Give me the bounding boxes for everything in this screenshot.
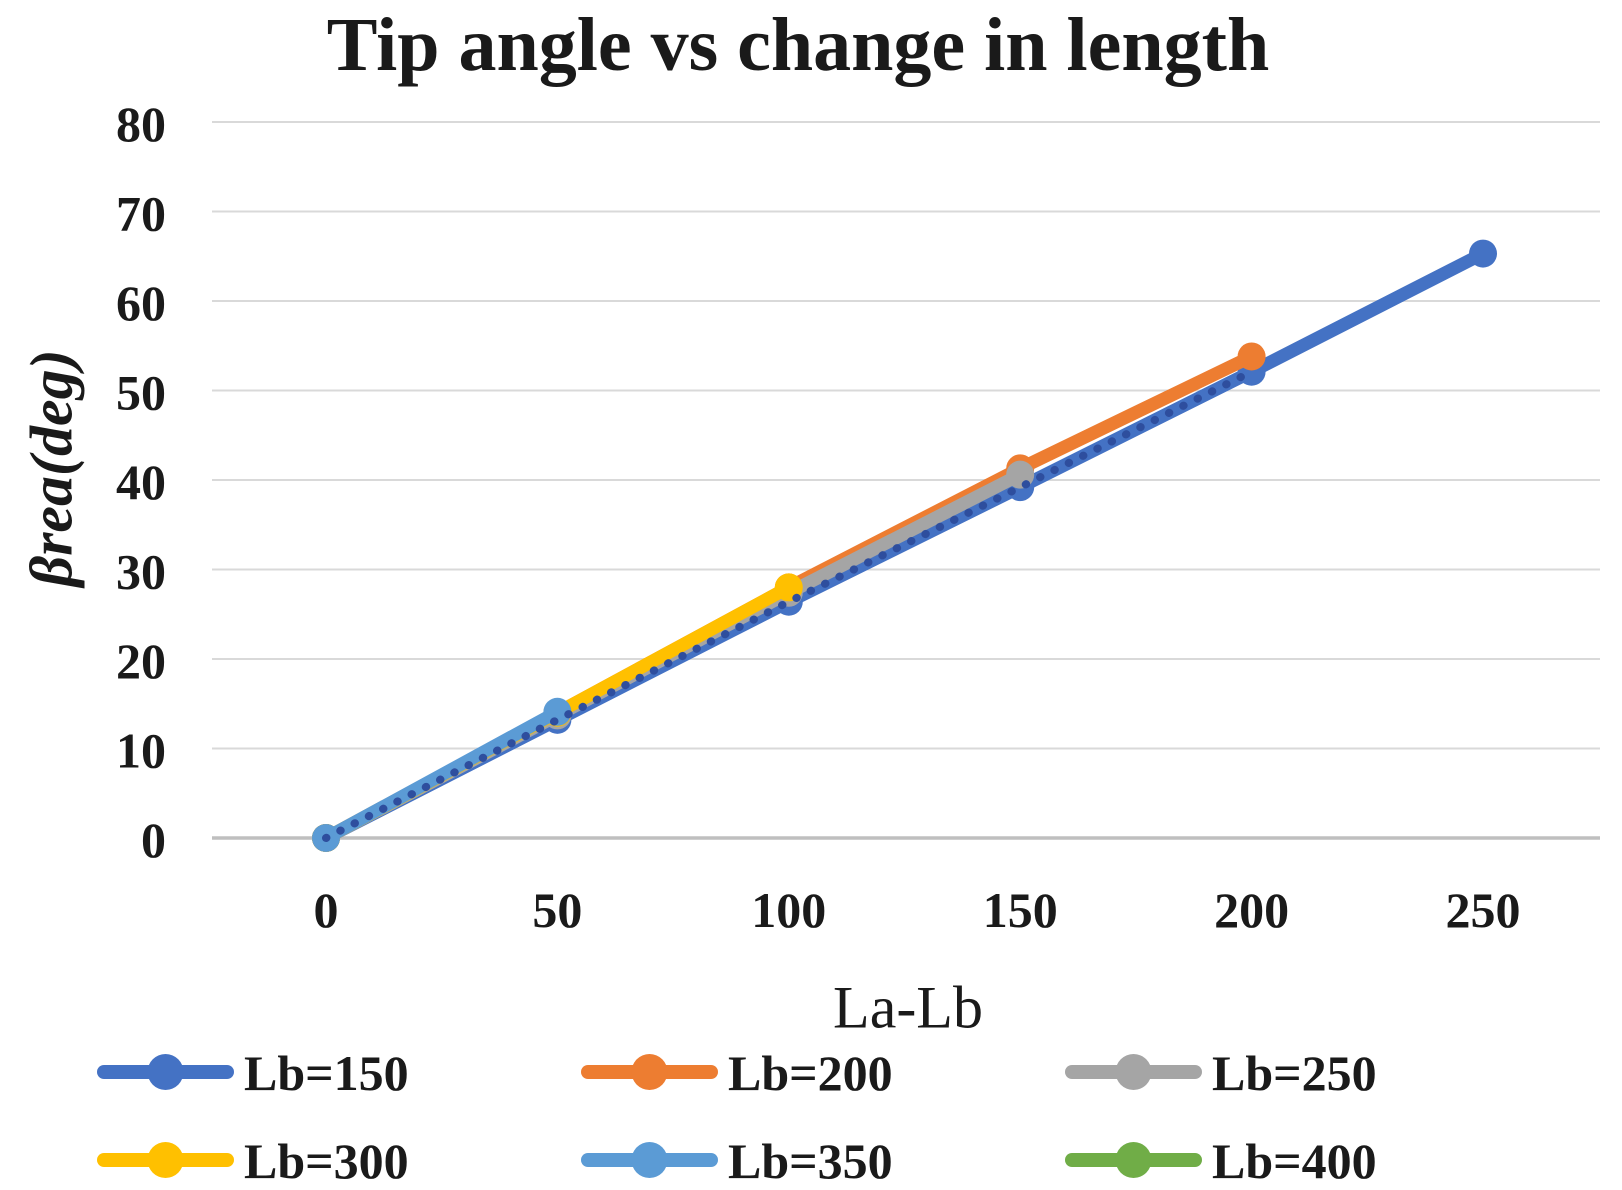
legend-label-lb-200: Lb=200	[728, 1045, 893, 1101]
legend-label-lb-150: Lb=150	[244, 1045, 409, 1101]
legend-marker-dot-lb-200	[631, 1054, 668, 1090]
data-point-lb-200	[1237, 342, 1266, 371]
x-tick-label: 0	[314, 882, 339, 938]
x-tick-label: 250	[1446, 882, 1521, 938]
x-tick-label: 50	[532, 882, 582, 938]
data-point-lb-350	[543, 697, 572, 726]
y-tick-label: 40	[116, 454, 166, 510]
chart-title: Tip angle vs change in length	[326, 3, 1270, 87]
y-tick-label: 30	[116, 544, 166, 600]
legend-marker-dot-lb-150	[147, 1054, 184, 1090]
series-line-overlay-dotted	[322, 367, 1256, 842]
x-tick-label: 200	[1214, 882, 1289, 938]
legend-marker-dot-lb-400	[1115, 1142, 1152, 1178]
series-line-lb-350	[319, 705, 564, 845]
legend-label-lb-350: Lb=350	[728, 1133, 893, 1189]
y-axis-title: βrea(deg)	[18, 349, 85, 587]
data-point-lb-150	[1469, 239, 1497, 268]
x-axis-title: La-Lb	[833, 974, 983, 1041]
y-tick-label: 70	[116, 186, 166, 242]
y-tick-label: 50	[116, 365, 166, 421]
x-tick-label: 100	[751, 882, 826, 938]
y-tick-label: 80	[116, 96, 166, 152]
legend-marker-dot-lb-350	[631, 1142, 668, 1178]
y-tick-label: 60	[116, 275, 166, 331]
legend-label-lb-250: Lb=250	[1212, 1045, 1377, 1101]
y-tick-label: 10	[116, 723, 166, 779]
legend-marker-dot-lb-250	[1115, 1054, 1152, 1090]
legend-label-lb-300: Lb=300	[244, 1133, 409, 1189]
legend-marker-dot-lb-300	[147, 1142, 184, 1178]
x-tick-label: 150	[983, 882, 1058, 938]
legend-label-lb-400: Lb=400	[1212, 1133, 1377, 1189]
y-tick-label: 0	[141, 812, 166, 868]
y-tick-label: 20	[116, 633, 166, 689]
